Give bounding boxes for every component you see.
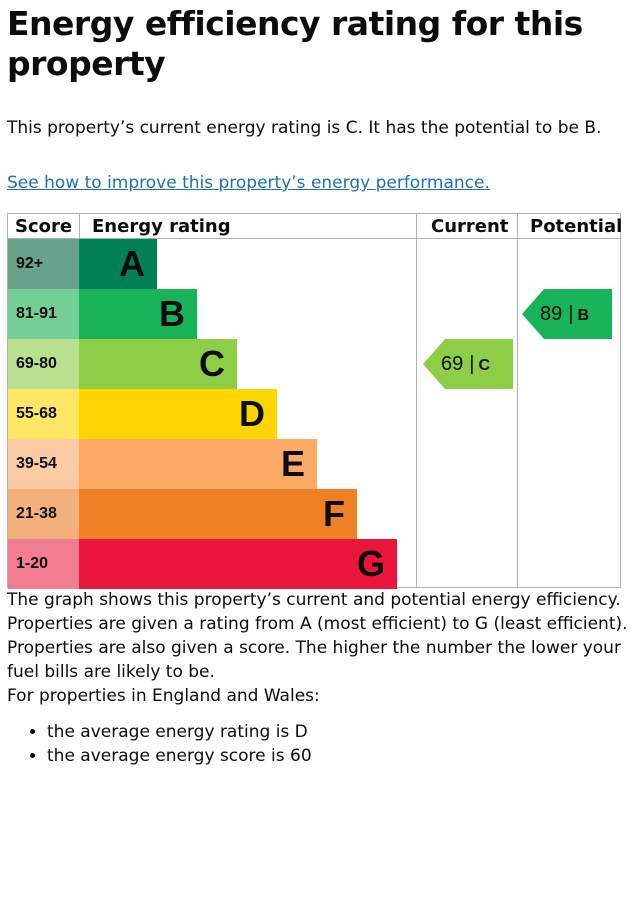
current-rating-arrow: 69 | C bbox=[423, 339, 513, 389]
rating-summary: This property’s current energy rating is… bbox=[7, 118, 602, 138]
band-score: 69-80 bbox=[8, 339, 79, 389]
band-bar: E bbox=[79, 439, 317, 489]
current-separator: | bbox=[469, 353, 475, 375]
header-potential: Potential bbox=[530, 216, 623, 237]
band-score: 55-68 bbox=[8, 389, 79, 439]
list-item: the average energy rating is D bbox=[47, 720, 630, 744]
potential-score: 89 bbox=[540, 303, 563, 325]
header-divider bbox=[8, 238, 620, 239]
explanation: The graph shows this property’s current … bbox=[7, 588, 630, 768]
band-score: 81-91 bbox=[8, 289, 79, 339]
band-bar: D bbox=[79, 389, 277, 439]
paragraph-graph: The graph shows this property’s current … bbox=[7, 590, 621, 610]
potential-separator: | bbox=[568, 303, 574, 325]
potential-letter: B bbox=[577, 307, 590, 324]
band-bar: A bbox=[79, 239, 157, 289]
header-energy-rating: Energy rating bbox=[92, 216, 231, 237]
band-bar: C bbox=[79, 339, 237, 389]
paragraph-rating: Properties are given a rating from A (mo… bbox=[7, 614, 628, 634]
column-divider bbox=[416, 214, 417, 587]
paragraph-england-wales: For properties in England and Wales: bbox=[7, 686, 320, 706]
current-score: 69 bbox=[441, 353, 464, 375]
band-score: 92+ bbox=[8, 239, 79, 289]
band-score: 21-38 bbox=[8, 489, 79, 539]
band-score: 1-20 bbox=[8, 539, 79, 589]
band-score: 39-54 bbox=[8, 439, 79, 489]
paragraph-score: Properties are also given a score. The h… bbox=[7, 638, 621, 682]
potential-rating-arrow: 89 | B bbox=[522, 289, 612, 339]
header-score: Score bbox=[15, 216, 73, 237]
band-bar: G bbox=[79, 539, 397, 589]
improve-performance-link[interactable]: See how to improve this property’s energ… bbox=[7, 173, 490, 193]
list-item: the average energy score is 60 bbox=[47, 744, 630, 768]
column-divider bbox=[517, 214, 518, 587]
current-letter: C bbox=[478, 357, 491, 374]
page-title: Energy efficiency rating for this proper… bbox=[7, 4, 583, 83]
band-bar: F bbox=[79, 489, 357, 539]
averages-list: the average energy rating is D the avera… bbox=[7, 720, 630, 768]
band-bar: B bbox=[79, 289, 197, 339]
energy-rating-chart: Score Energy rating Current Potential 92… bbox=[7, 213, 623, 589]
header-current: Current bbox=[431, 216, 509, 237]
page: Energy efficiency rating for this proper… bbox=[0, 0, 637, 768]
